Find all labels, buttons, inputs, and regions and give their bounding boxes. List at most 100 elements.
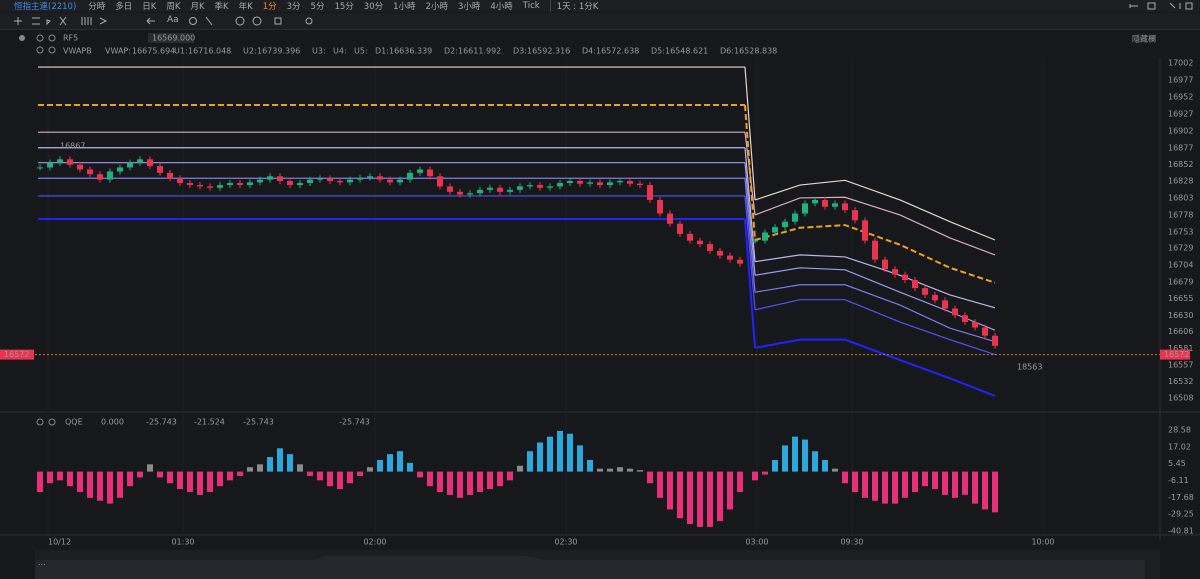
- candle-body: [367, 176, 373, 178]
- candle-body: [792, 213, 798, 222]
- candle-body: [707, 244, 713, 251]
- chart-controls: [19, 34, 56, 426]
- candle-body: [217, 185, 223, 188]
- indicator-value: 16528.838: [734, 47, 777, 56]
- last-price-label: 16572: [4, 350, 29, 359]
- candle-body: [257, 179, 263, 183]
- histogram-bar: [972, 471, 978, 504]
- histogram-bar: [912, 471, 918, 492]
- candle-body: [97, 174, 103, 180]
- band-curve: [754, 284, 996, 343]
- candle-body: [177, 178, 183, 184]
- band-jump: [744, 67, 756, 201]
- candle-body: [137, 159, 143, 163]
- x-tick-label: 09:30: [840, 538, 863, 547]
- period-button[interactable]: 30分: [363, 2, 384, 12]
- toggle[interactable]: 隱藏欄: [1132, 34, 1156, 44]
- navigator-handle: ···: [38, 561, 46, 570]
- histogram-bar: [962, 471, 968, 495]
- candle-body: [417, 169, 423, 173]
- period-button[interactable]: 月K: [190, 2, 205, 12]
- histogram-bar: [67, 471, 73, 487]
- histogram-bar: [517, 465, 523, 472]
- y-tick-label: 17002: [1168, 59, 1193, 68]
- range-select[interactable]: 1天 : 1分K: [549, 0, 598, 12]
- histogram-bar: [217, 471, 223, 487]
- histogram-bar: [637, 470, 643, 472]
- histogram-bar: [902, 471, 908, 498]
- histogram-bar: [597, 468, 603, 472]
- period-button[interactable]: 1小時: [393, 2, 416, 12]
- last-price-box: [0, 349, 34, 360]
- candle-body: [912, 280, 918, 289]
- indicator-name: VWAPB: [63, 47, 92, 56]
- period-button[interactable]: 季K: [214, 2, 229, 12]
- navigator-shape: [35, 556, 1145, 579]
- indicator-value: -25.743: [339, 418, 370, 427]
- period-button[interactable]: 日K: [142, 2, 157, 12]
- band-jump: [744, 195, 756, 310]
- candle-body: [932, 294, 938, 301]
- histogram-bar: [467, 471, 473, 495]
- candle-body: [147, 159, 153, 167]
- candle-body: [37, 167, 43, 169]
- symbol[interactable]: 恒指主連(2210): [14, 2, 77, 12]
- period-button[interactable]: 分時: [88, 2, 106, 12]
- candle-body: [577, 180, 583, 184]
- candle-body: [882, 259, 888, 270]
- period-button[interactable]: 3分: [286, 2, 301, 12]
- period-button[interactable]: 3小時: [457, 2, 481, 12]
- candle-body: [537, 185, 543, 188]
- period-button[interactable]: 周K: [166, 2, 181, 12]
- candle-body: [297, 183, 303, 186]
- y-tick-label: 16952: [1168, 92, 1193, 101]
- histogram-bar: [447, 471, 453, 495]
- period-button[interactable]: 多日: [115, 2, 133, 12]
- annotation: 18563: [1017, 363, 1042, 372]
- period-button[interactable]: 2小時: [425, 2, 448, 12]
- period-button[interactable]: 5分: [310, 2, 325, 12]
- candle-body: [962, 315, 968, 323]
- histogram-bar: [772, 459, 778, 472]
- histogram-bar: [527, 451, 533, 472]
- y-tick-label: 16852: [1168, 160, 1193, 169]
- period-button[interactable]: 年K: [238, 2, 253, 12]
- y-tick-label: 16704: [1168, 261, 1193, 270]
- period-button[interactable]: 1分: [262, 2, 277, 12]
- candle-body: [832, 203, 838, 207]
- histogram-bar: [37, 471, 43, 492]
- indicator-value: 16716.048: [188, 47, 231, 56]
- period-button[interactable]: Tick: [522, 1, 540, 11]
- histogram-bar: [227, 471, 233, 481]
- histogram-bar: [762, 471, 768, 475]
- candle-body: [397, 179, 403, 183]
- y-tick-label: 16753: [1168, 227, 1193, 236]
- candle-body: [952, 308, 958, 316]
- candle-body: [727, 255, 733, 260]
- histogram-bar: [627, 468, 633, 472]
- histogram-bar: [257, 464, 263, 472]
- candle-body: [717, 250, 723, 256]
- candle-body: [87, 169, 93, 175]
- candle-body: [597, 182, 603, 186]
- toolbar-icons: [14, 2, 1193, 26]
- candle-body: [387, 179, 393, 183]
- histogram-bar: [537, 442, 543, 472]
- histogram-bar: [177, 471, 183, 490]
- period-button[interactable]: 15分: [334, 2, 354, 12]
- candle-body: [922, 288, 928, 295]
- candle-body: [57, 159, 63, 163]
- candle-body: [942, 300, 948, 309]
- histogram-bar: [137, 471, 143, 478]
- histogram-bar: [812, 451, 818, 472]
- text-tool[interactable]: Aa: [167, 15, 179, 25]
- indicator-value: 16548.621: [665, 47, 708, 56]
- histogram-bar: [437, 471, 443, 492]
- indicator-label: D6:: [720, 47, 734, 56]
- period-button[interactable]: 4小時: [490, 2, 513, 12]
- candle-body: [337, 180, 343, 183]
- histogram-bar: [952, 471, 958, 498]
- candle-body: [822, 199, 828, 207]
- histogram-bar: [407, 462, 413, 472]
- candle-body: [357, 177, 363, 180]
